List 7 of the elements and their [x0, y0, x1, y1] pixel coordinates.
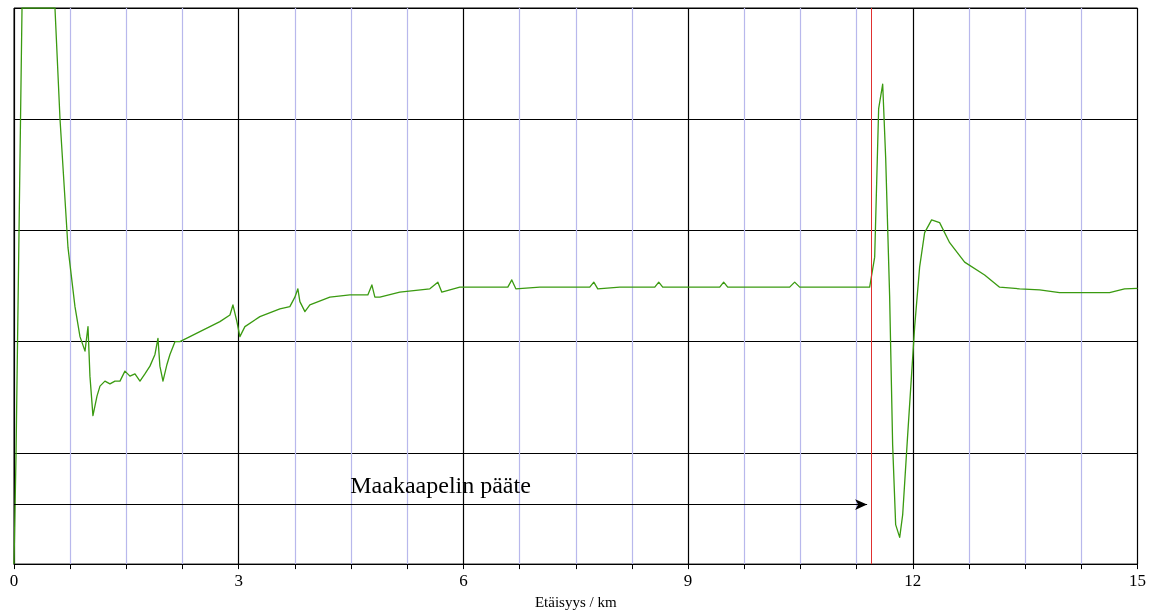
x-tick-label: 9 [683, 571, 693, 591]
x-tick-label: 12 [904, 571, 922, 591]
x-tick-label: 3 [234, 571, 243, 591]
x-axis-title: Etäisyys / km [534, 593, 617, 610]
x-tick-label: 15 [1129, 571, 1146, 591]
x-tick-label: 6 [459, 571, 468, 591]
x-tick-label: 0 [9, 571, 19, 591]
